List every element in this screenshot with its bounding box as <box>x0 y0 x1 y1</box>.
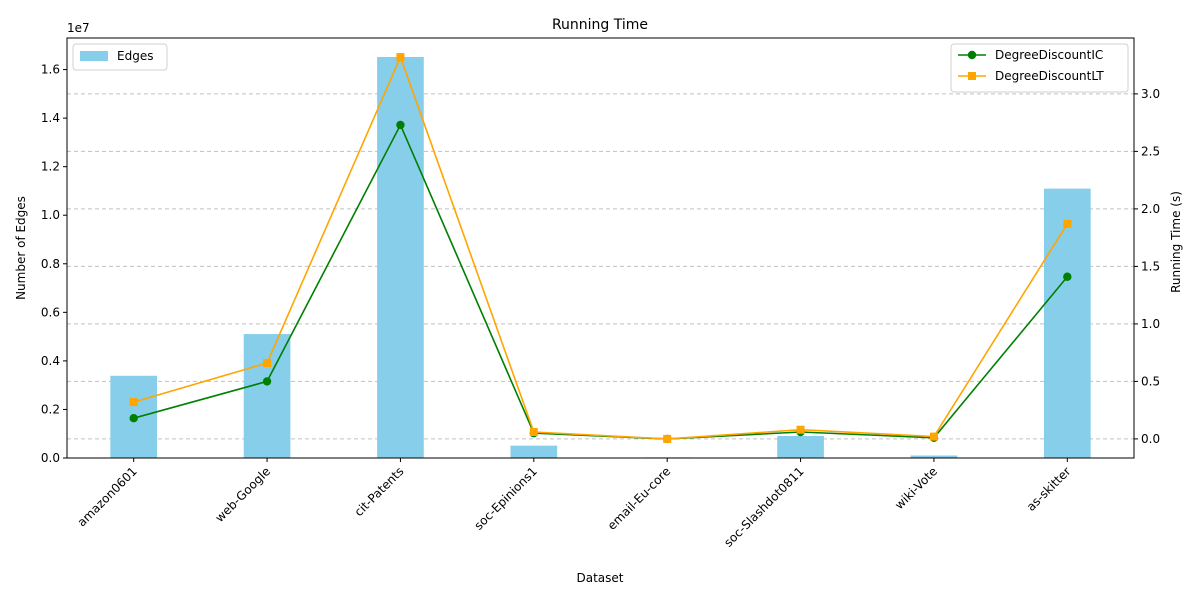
y-left-tick-label: 1.4 <box>41 111 60 125</box>
y-right-tick-label: 2.0 <box>1141 202 1160 216</box>
bar-web-Google <box>243 334 291 458</box>
line-DegreeDiscountLT <box>133 54 1068 440</box>
y-left-tick-label: 1.6 <box>41 63 60 77</box>
bar-wiki-Vote <box>910 455 958 458</box>
y-axis-left-title: Number of Edges <box>14 196 28 300</box>
point-DegreeDiscountIC-cit-Patents <box>396 120 405 130</box>
y-right-tick-label: 2.5 <box>1141 144 1160 158</box>
y-left-tick-label: 0.4 <box>41 354 60 368</box>
legend-marker-DegreeDiscountIC <box>967 50 977 60</box>
x-tick-label: cit-Patents <box>352 464 407 519</box>
point-DegreeDiscountLT-wiki-Vote <box>929 432 938 441</box>
lines <box>129 53 1072 444</box>
point-DegreeDiscountLT-web-Google <box>263 359 272 368</box>
y-right-tick-label: 0.5 <box>1141 374 1160 388</box>
bar-as-skitter <box>1043 188 1091 458</box>
y-right-tick-label: 3.0 <box>1141 87 1160 101</box>
y-left-tick-label: 1.0 <box>41 208 60 222</box>
x-axis-title: Dataset <box>577 571 624 585</box>
x-tick-label: email-Eu-core <box>605 464 674 533</box>
legend-label-DegreeDiscountIC: DegreeDiscountIC <box>995 48 1103 62</box>
bar-soc-Epinions1 <box>510 445 558 458</box>
x-tick-label: web-Google <box>212 464 273 525</box>
y-left-tick-label: 0.2 <box>41 402 60 416</box>
legend-right-box <box>950 43 1129 93</box>
legend-swatch-edges <box>80 51 108 61</box>
grid <box>67 93 1134 440</box>
bar-cit-Patents <box>377 56 424 459</box>
point-DegreeDiscountIC-as-skitter <box>1063 272 1072 281</box>
legend-label-edges: Edges <box>117 49 153 63</box>
bar-soc-Slashdot0811 <box>777 436 824 458</box>
legend-left: Edges <box>72 43 168 71</box>
legend-right: DegreeDiscountIC DegreeDiscountLT <box>950 43 1129 93</box>
x-tick-label: amazon0601 <box>75 464 140 529</box>
legend-left-box <box>72 43 168 71</box>
y-axis-right-title: Running Time (s) <box>1169 191 1183 293</box>
point-DegreeDiscountLT-as-skitter <box>1063 219 1072 228</box>
point-DegreeDiscountLT-soc-Slashdot0811 <box>796 425 805 434</box>
point-DegreeDiscountLT-soc-Epinions1 <box>529 428 538 437</box>
point-DegreeDiscountLT-amazon0601 <box>129 398 138 407</box>
y-left-tick-label: 0.0 <box>41 451 60 465</box>
x-tick-label: wiki-Vote <box>892 464 940 512</box>
y-left-tick-label: 0.6 <box>41 305 60 319</box>
y-right-tick-label: 1.0 <box>1141 317 1160 331</box>
point-DegreeDiscountIC-amazon0601 <box>129 414 138 423</box>
bars <box>110 56 1091 459</box>
legend-label-DegreeDiscountLT: DegreeDiscountLT <box>995 69 1104 83</box>
chart-title: Running Time <box>552 17 648 33</box>
y-right-tick-label: 1.5 <box>1141 259 1160 273</box>
y-left-tick-label: 0.8 <box>41 257 60 271</box>
x-tick-label: soc-Epinions1 <box>471 464 539 532</box>
x-tick-label: soc-Slashdot0811 <box>721 464 806 549</box>
point-DegreeDiscountIC-web-Google <box>262 377 272 386</box>
legend-marker-DegreeDiscountLT <box>968 72 976 80</box>
plot-frame <box>66 37 1135 459</box>
axis-multiplier: 1e7 <box>67 21 90 35</box>
x-tick-label: as-skitter <box>1024 464 1074 514</box>
y-left-tick-label: 1.2 <box>41 160 60 174</box>
point-DegreeDiscountLT-email-Eu-core <box>663 434 672 443</box>
y-right-tick-label: 0.0 <box>1141 432 1160 446</box>
axes: 0.0 0.2 0.4 0.6 0.8 1.0 1.2 1.4 1.6 0.0 0.5 1.0 1.5 2… <box>41 37 1160 550</box>
point-DegreeDiscountLT-cit-Patents <box>396 53 405 62</box>
